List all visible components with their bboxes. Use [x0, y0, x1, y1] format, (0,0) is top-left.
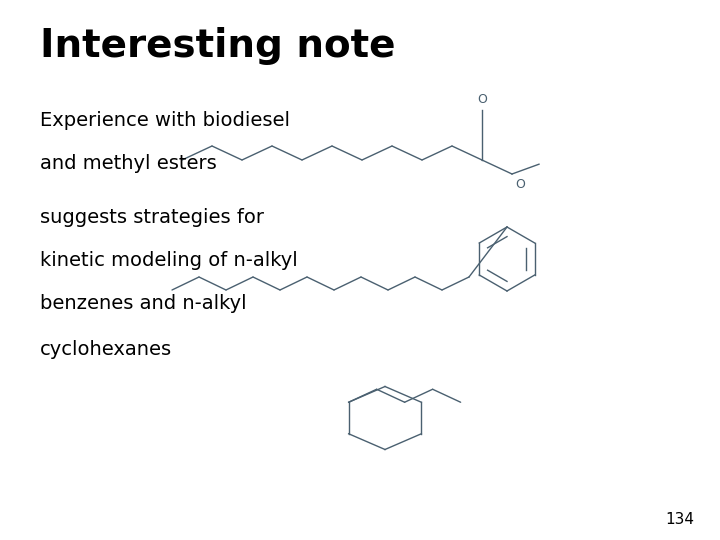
Text: cyclohexanes: cyclohexanes — [40, 340, 172, 359]
Text: benzenes and n-alkyl: benzenes and n-alkyl — [40, 294, 246, 313]
Text: O: O — [515, 178, 525, 191]
Text: Experience with biodiesel: Experience with biodiesel — [40, 111, 289, 130]
Text: and methyl esters: and methyl esters — [40, 154, 216, 173]
Text: suggests strategies for: suggests strategies for — [40, 208, 264, 227]
Text: Interesting note: Interesting note — [40, 27, 395, 65]
Text: kinetic modeling of n-alkyl: kinetic modeling of n-alkyl — [40, 251, 297, 270]
Text: O: O — [477, 93, 487, 106]
Text: 134: 134 — [666, 511, 695, 526]
